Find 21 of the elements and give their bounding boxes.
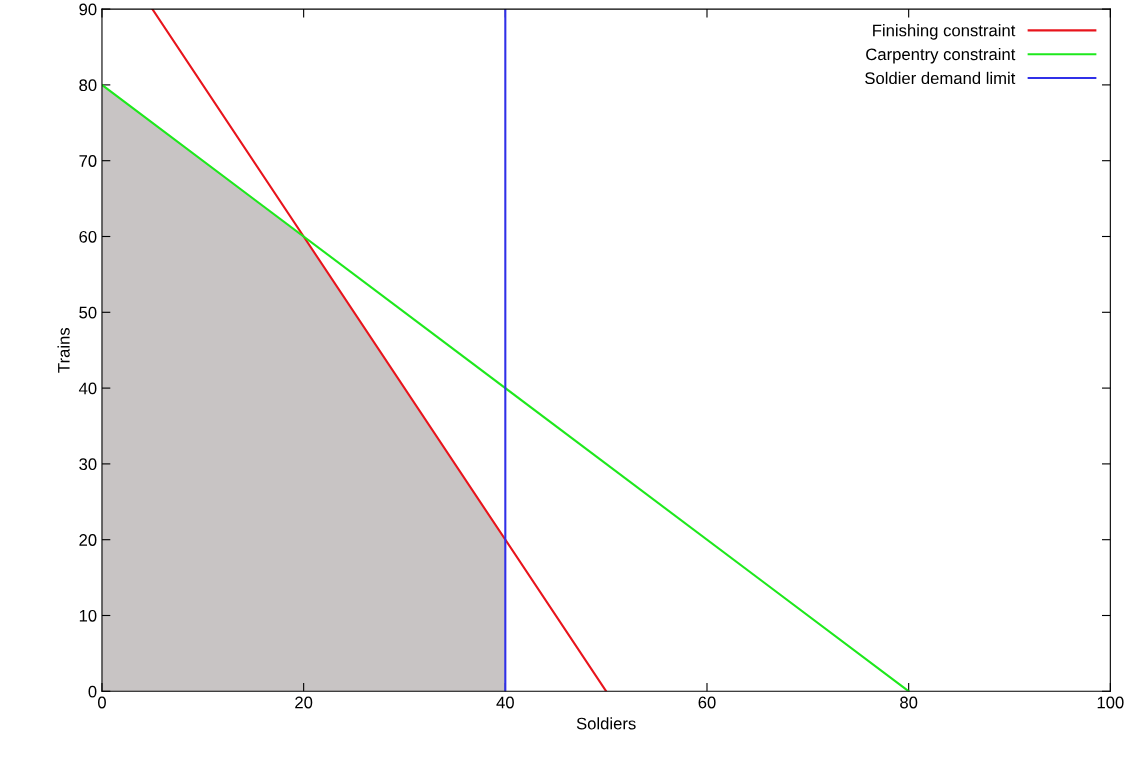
y-tick-label: 0 bbox=[88, 685, 97, 698]
x-axis-title: Soldiers bbox=[576, 717, 636, 730]
legend-label: Finishing constraint bbox=[873, 24, 1016, 40]
x-tick-label: 20 bbox=[295, 696, 313, 709]
y-tick-label: 60 bbox=[79, 230, 97, 243]
x-tick-label: 40 bbox=[496, 696, 514, 709]
x-tick-label: 80 bbox=[900, 696, 918, 709]
x-tick-label: 60 bbox=[698, 696, 716, 709]
legend-label: Soldier demand limit bbox=[865, 71, 1016, 85]
legend-label: Carpentry constraint bbox=[866, 47, 1016, 64]
y-tick-label: 50 bbox=[79, 306, 97, 319]
y-tick-label: 80 bbox=[79, 79, 97, 92]
y-axis-title: Trains bbox=[57, 327, 70, 373]
y-tick-label: 70 bbox=[79, 155, 97, 167]
y-tick-label: 10 bbox=[79, 609, 97, 622]
y-tick-label: 40 bbox=[78, 382, 97, 395]
y-tick-label: 30 bbox=[79, 458, 97, 471]
x-tick-label: 0 bbox=[97, 696, 106, 709]
x-tick-label: 100 bbox=[1097, 696, 1124, 709]
y-tick-label: 90 bbox=[79, 3, 97, 16]
y-tick-label: 20 bbox=[79, 534, 97, 546]
